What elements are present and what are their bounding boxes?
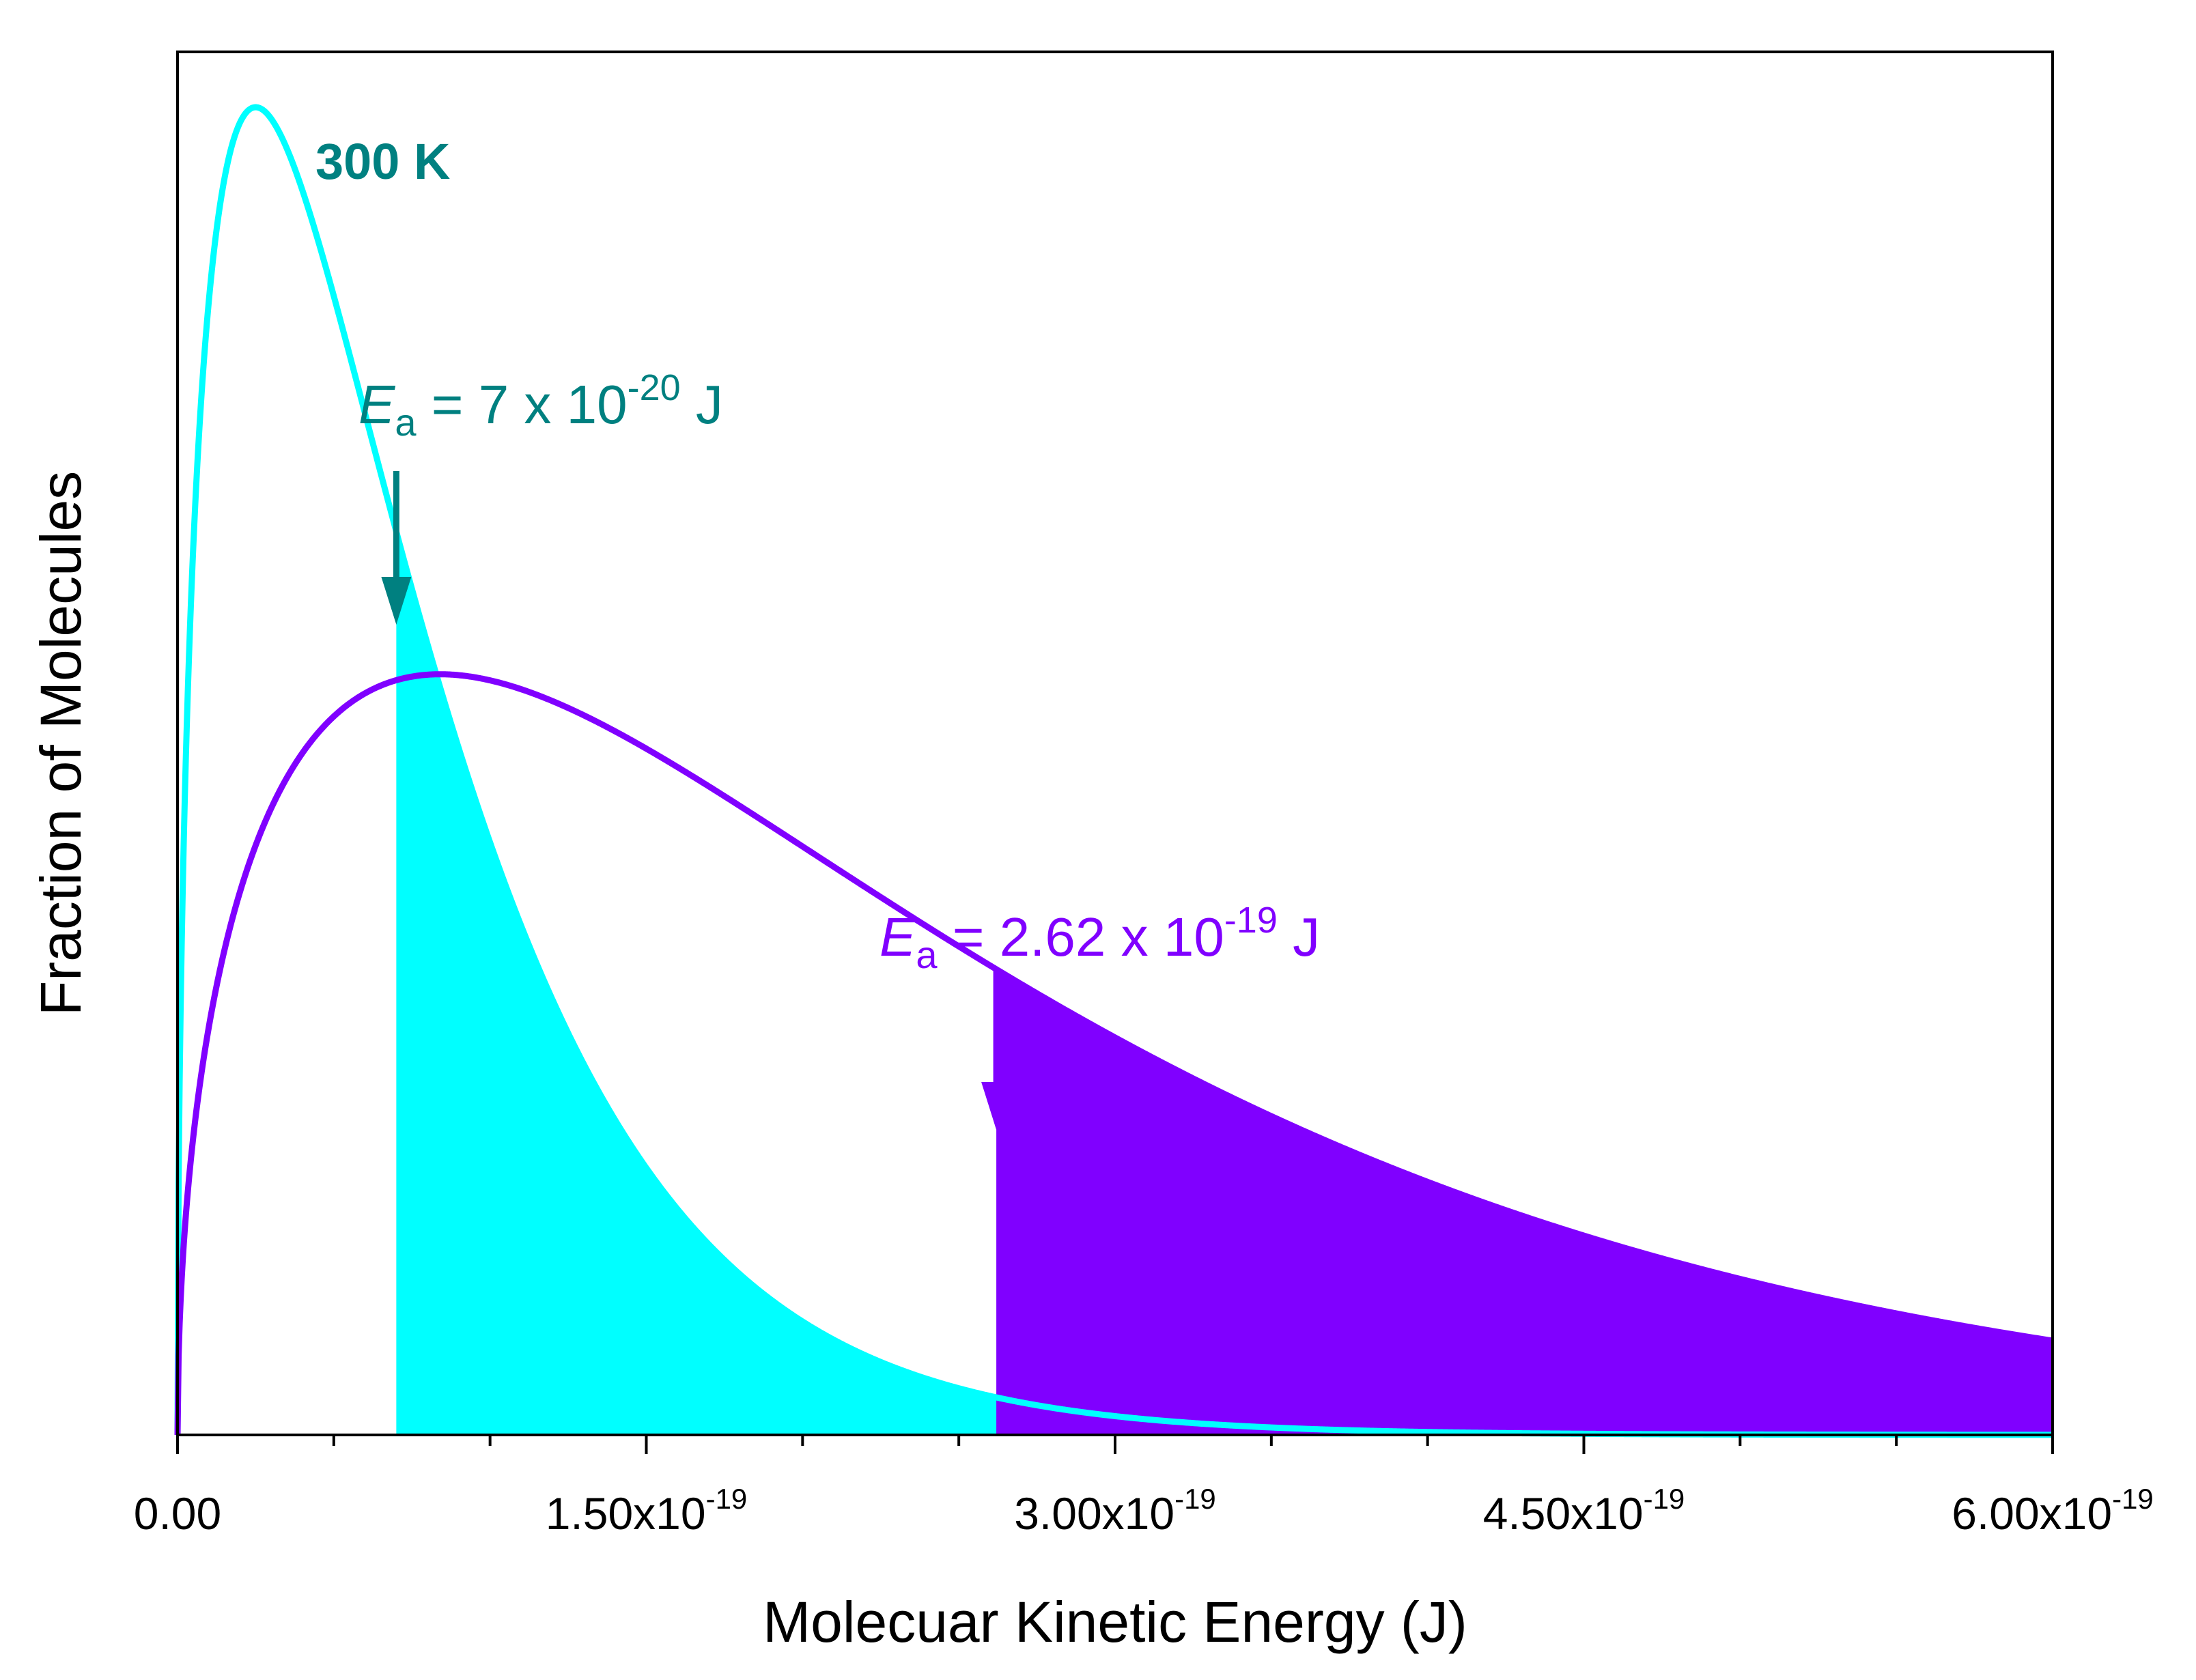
x-tick-label: 3.00x10-19 [1014, 1483, 1216, 1539]
shaded-areas [396, 531, 2053, 1435]
series-labels: 300 K 3000 K [315, 133, 2006, 1387]
x-axis-title: Molecuar Kinetic Energy (J) [763, 1590, 1467, 1654]
x-tick-label: 1.50x10-19 [546, 1483, 748, 1539]
series-label: 300 K [315, 133, 450, 190]
series-label: 3000 K [1843, 1330, 2006, 1387]
shaded-area-3000-k [996, 969, 2053, 1435]
x-tick-label: 4.50x10-19 [1483, 1483, 1685, 1539]
activation-energy-label: Ea = 2.62 x 10-19 J [879, 900, 1320, 976]
x-tick-label: 6.00x10-19 [1952, 1483, 2154, 1539]
x-axis-tick-labels: 0.00 1.50x10-19 3.00x10-19 4.50x10-19 6.00x1… [134, 1483, 2154, 1539]
annotation-arrow-head [381, 577, 412, 625]
x-tick-label: 0.00 [134, 1488, 221, 1539]
activation-energy-label: Ea = 7 x 10-20 J [358, 367, 723, 444]
annotations: Ea = 7 x 10-20 J Ea = 2.62 x 10-19 J [358, 367, 1320, 1130]
series-line-3000-k [174, 671, 2055, 1436]
shaded-area-300-k [396, 531, 2053, 1435]
x-axis-ticks [176, 1435, 2054, 1454]
y-axis-title: Fraction of Molecules [29, 471, 93, 1016]
annotation-arrow-head [981, 1082, 1012, 1130]
